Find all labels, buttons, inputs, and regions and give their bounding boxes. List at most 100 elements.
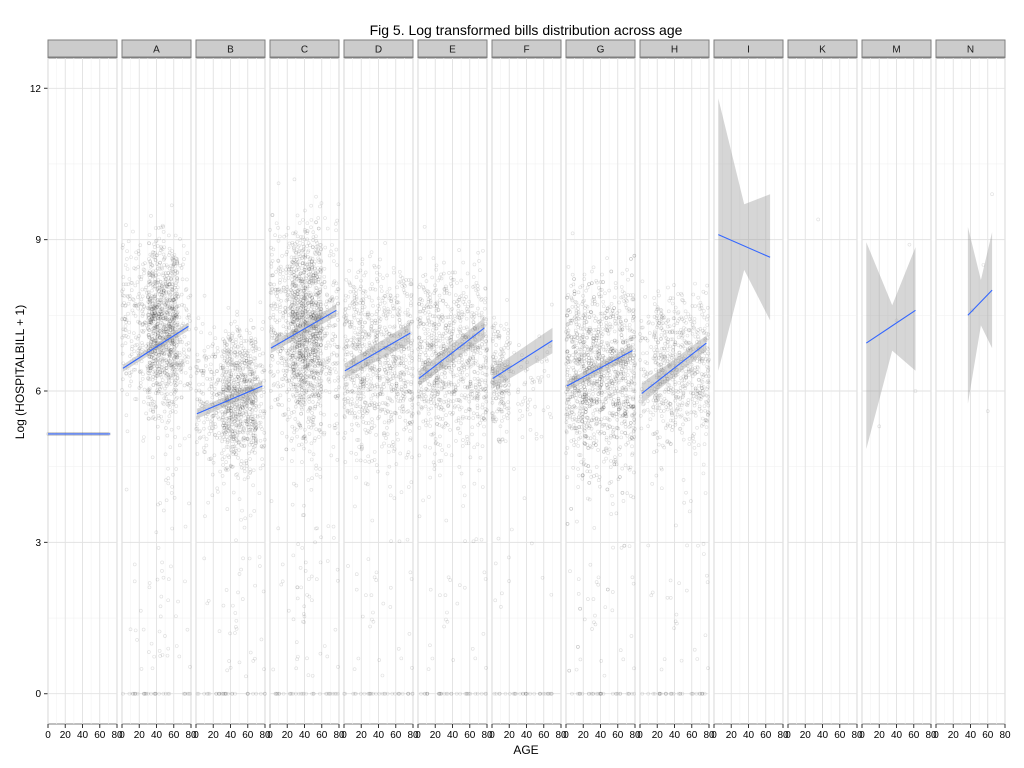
data-point <box>150 299 155 303</box>
data-point <box>150 416 155 421</box>
data-point <box>151 415 156 419</box>
data-point <box>161 282 166 287</box>
data-point <box>177 654 182 659</box>
data-point <box>153 257 158 262</box>
data-point <box>155 287 159 292</box>
data-point <box>185 251 190 255</box>
data-point <box>165 313 169 317</box>
data-point <box>151 409 155 414</box>
data-point <box>161 316 166 321</box>
data-point <box>179 370 184 374</box>
data-point <box>161 508 166 513</box>
data-point <box>122 333 127 338</box>
data-point <box>172 338 176 343</box>
data-point <box>156 546 161 550</box>
data-point <box>151 274 155 279</box>
data-point <box>166 276 171 280</box>
data-point <box>153 273 158 277</box>
data-point <box>146 316 150 321</box>
data-point <box>151 341 156 345</box>
data-point <box>152 325 157 330</box>
data-point <box>151 309 156 314</box>
data-point <box>165 382 170 386</box>
data-point <box>172 273 176 278</box>
data-point <box>163 315 168 320</box>
data-point <box>174 397 178 401</box>
data-point <box>150 407 155 412</box>
data-point <box>151 383 156 387</box>
data-point <box>169 276 173 281</box>
data-point <box>162 367 166 371</box>
data-point <box>142 435 146 439</box>
data-point <box>236 375 240 379</box>
facet-strip-label: C <box>301 45 308 56</box>
data-point <box>156 356 160 361</box>
data-point <box>168 325 173 330</box>
data-point <box>147 320 152 325</box>
data-point <box>173 410 178 414</box>
data-point <box>129 339 134 344</box>
data-point <box>133 314 138 318</box>
data-point <box>174 257 178 262</box>
data-point <box>154 352 158 356</box>
data-point <box>140 341 144 345</box>
data-point <box>158 301 162 305</box>
data-point <box>152 691 157 696</box>
data-point <box>167 324 172 328</box>
data-point <box>130 281 134 285</box>
data-point <box>172 361 176 365</box>
data-point <box>170 409 175 413</box>
data-point <box>151 282 155 287</box>
data-point <box>163 255 167 260</box>
data-point <box>164 498 169 503</box>
data-point <box>168 359 173 363</box>
data-point <box>130 344 135 349</box>
data-point <box>121 327 126 332</box>
data-point <box>160 350 165 355</box>
data-point <box>173 354 177 359</box>
data-point <box>169 348 173 352</box>
data-point <box>141 312 146 317</box>
data-point <box>167 282 172 286</box>
data-point <box>251 400 256 404</box>
data-point <box>120 293 125 298</box>
data-point <box>166 403 171 408</box>
data-point <box>153 304 157 308</box>
data-point <box>140 347 144 352</box>
data-point <box>161 325 166 330</box>
data-point <box>161 402 166 406</box>
data-point <box>148 269 152 273</box>
data-point <box>220 390 225 394</box>
data-point <box>174 365 179 370</box>
data-point <box>174 291 179 296</box>
data-point <box>133 628 138 633</box>
data-point <box>169 306 174 311</box>
data-point <box>142 387 147 392</box>
data-point <box>175 257 179 261</box>
data-point <box>157 329 162 333</box>
data-point <box>148 259 152 264</box>
data-point <box>154 342 159 347</box>
data-point <box>148 273 153 277</box>
data-point <box>148 408 153 412</box>
data-point <box>149 314 154 319</box>
data-point <box>166 318 171 323</box>
data-point <box>174 372 178 376</box>
data-point <box>166 466 170 471</box>
data-point <box>248 372 252 376</box>
data-point <box>167 250 172 255</box>
data-point <box>150 350 155 354</box>
data-point <box>175 304 180 309</box>
data-point <box>146 322 151 327</box>
data-point <box>174 306 178 311</box>
data-point <box>153 691 158 696</box>
data-point <box>178 363 183 367</box>
data-point <box>183 524 188 529</box>
data-point <box>130 308 135 313</box>
data-point <box>183 370 188 375</box>
data-point <box>146 326 150 331</box>
data-point <box>159 292 164 297</box>
data-point <box>120 335 124 340</box>
data-point <box>136 306 140 311</box>
data-point <box>159 348 164 353</box>
